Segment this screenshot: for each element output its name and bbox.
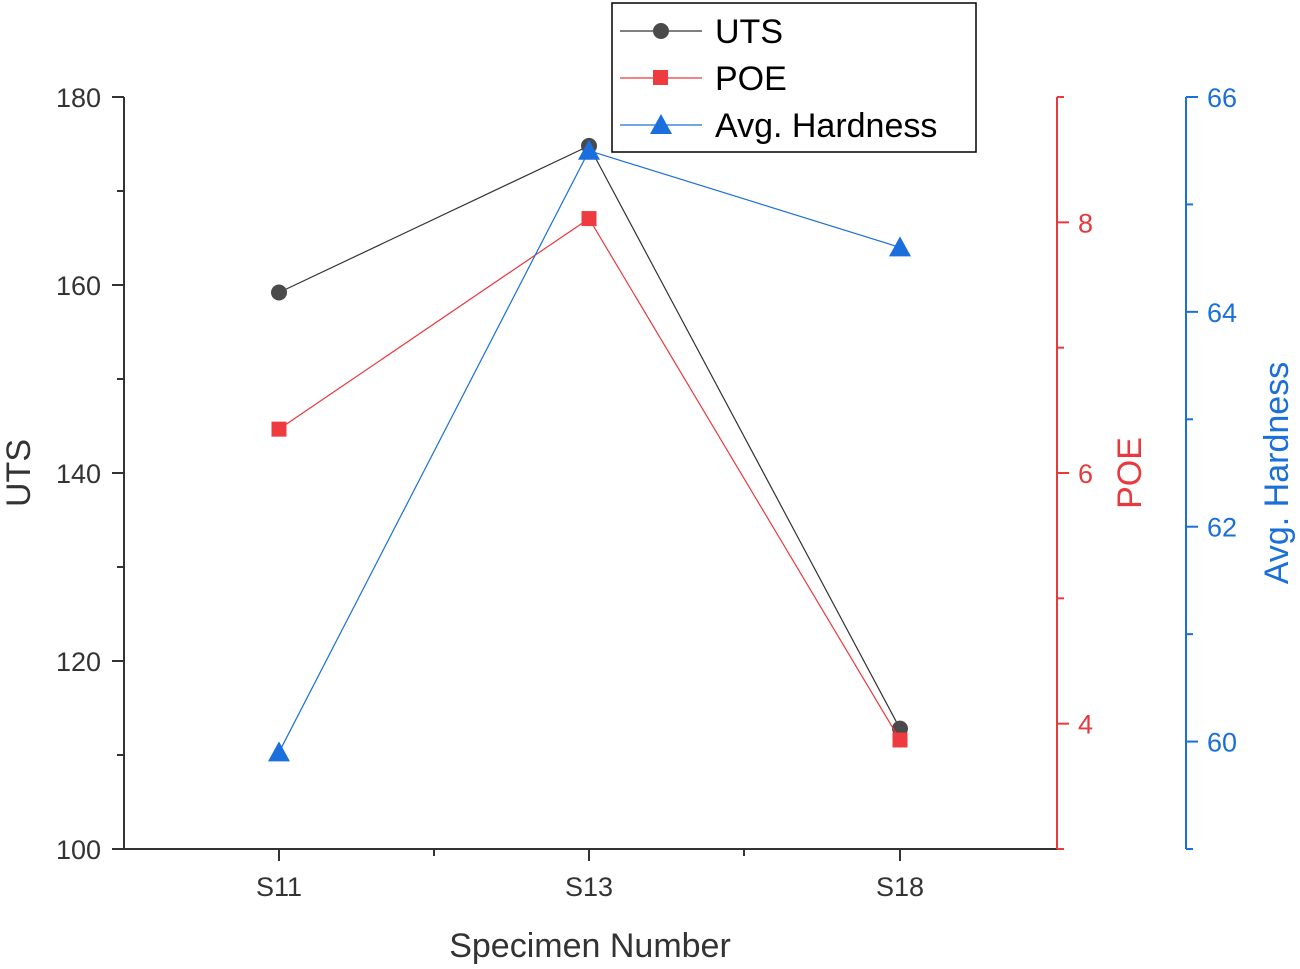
hardness-point — [889, 236, 911, 257]
legend-hardness-marker — [650, 114, 672, 134]
poe-tick-label: 8 — [1078, 208, 1093, 238]
x-tick-label: S18 — [876, 872, 924, 902]
poe-point — [271, 421, 287, 437]
axes — [123, 97, 1187, 850]
hardness-axis-title: Avg. Hardness — [1258, 362, 1296, 584]
legend-poe-marker — [653, 70, 668, 85]
hardness-point — [578, 139, 600, 160]
series-poe-line — [278, 217, 901, 741]
legend-poe-label: POE — [715, 60, 787, 98]
hardness-point — [268, 741, 290, 762]
hardness-tick-label: 62 — [1207, 513, 1237, 543]
hardness-tick-label: 66 — [1207, 83, 1237, 113]
legend-hardness-label: Avg. Hardness — [715, 107, 937, 145]
legend: UTS POE Avg. Hardness — [611, 2, 977, 153]
left-tick-label: 120 — [56, 647, 101, 677]
series-uts — [271, 137, 908, 737]
hardness-axis-ticks: 60 62 64 66 — [1186, 83, 1237, 850]
left-axis-title: UTS — [0, 439, 38, 507]
series-hardness — [268, 139, 911, 762]
legend-uts-marker — [653, 23, 669, 39]
legend-entry-hardness: Avg. Hardness — [620, 107, 937, 145]
x-axis-ticks: S11 S13 S18 — [256, 849, 924, 902]
uts-point — [271, 284, 287, 301]
poe-axis-ticks: 4 6 8 — [1057, 96, 1093, 850]
poe-tick-label: 4 — [1078, 710, 1093, 740]
poe-point — [892, 732, 908, 748]
legend-entry-uts: UTS — [620, 13, 783, 51]
series-layer — [268, 137, 911, 762]
poe-axis-title: POE — [1111, 437, 1149, 509]
left-axis-ticks: 100 120 140 160 180 — [56, 83, 124, 865]
left-tick-label: 160 — [56, 271, 101, 301]
poe-tick-label: 6 — [1078, 459, 1093, 489]
poe-point — [581, 211, 597, 227]
hardness-tick-label: 64 — [1207, 298, 1237, 328]
legend-uts-label: UTS — [715, 13, 783, 51]
series-hardness-line — [278, 149, 901, 753]
x-tick-label: S13 — [565, 872, 613, 902]
x-axis-title: Specimen Number — [449, 927, 731, 965]
left-tick-label: 140 — [56, 459, 101, 489]
series-uts-line — [278, 145, 901, 729]
legend-entry-poe: POE — [620, 60, 787, 98]
x-tick-label: S11 — [256, 872, 302, 902]
left-tick-label: 180 — [56, 83, 101, 113]
hardness-tick-label: 60 — [1207, 728, 1237, 758]
series-poe — [271, 211, 908, 748]
left-tick-label: 100 — [56, 835, 101, 865]
